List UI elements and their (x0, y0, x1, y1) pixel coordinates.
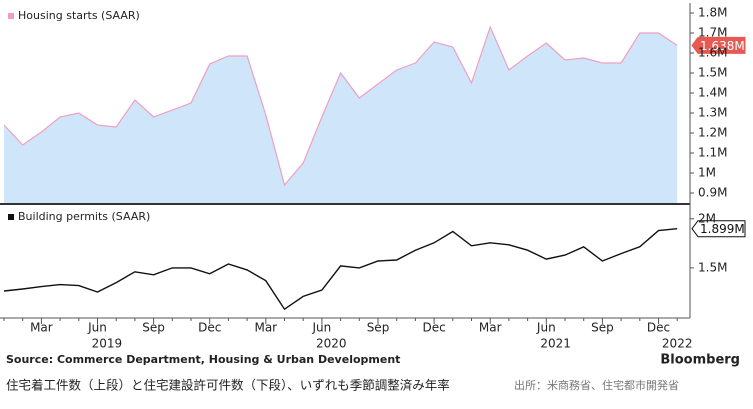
y-tick-label: 1.7M (698, 26, 727, 40)
legend-swatch (8, 13, 14, 19)
line (3, 25, 678, 187)
line (3, 228, 678, 311)
y-tick-label: 1.2M (698, 126, 727, 140)
area-fill (4, 27, 678, 203)
year-label: 2022 (662, 337, 693, 351)
x-tick-label: Jun (87, 321, 107, 335)
y-tick-label: 1.5M (698, 66, 727, 80)
brand: Bloomberg (660, 353, 740, 368)
y-tick-label: 1.8M (698, 6, 727, 20)
x-tick-label: Mar (30, 321, 53, 335)
x-tick-label: Dec (198, 321, 221, 335)
value-tag (691, 36, 746, 54)
value-tag (691, 220, 746, 238)
value-label: 1.899M (700, 222, 745, 236)
value-label: 1.638M (700, 39, 745, 53)
year-label: 2019 (92, 337, 123, 351)
x-tick-label: Dec (647, 321, 670, 335)
y-tick-label: 2M (698, 211, 716, 225)
legend-swatch (8, 214, 14, 220)
x-tick-label: Sep (591, 321, 614, 335)
x-tick-label: Sep (142, 321, 165, 335)
x-tick-label: Jun (536, 321, 556, 335)
source: Source: Commerce Department, Housing & U… (6, 353, 400, 366)
legend-label: Housing starts (SAAR) (18, 9, 140, 22)
legend-label: Building permits (SAAR) (18, 210, 150, 223)
x-tick-label: Sep (367, 321, 390, 335)
caption: 住宅着工件数（上段）と住宅建設許可件数（下段）、いずれも季節調整済み年率 (6, 378, 450, 393)
x-tick-label: Dec (422, 321, 445, 335)
y-tick-label: 1.1M (698, 146, 727, 160)
y-tick-label: 1.3M (698, 106, 727, 120)
caption-source: 出所：米商務省、住宅都市開発省 (514, 378, 679, 392)
y-tick-label: 0.9M (698, 186, 727, 200)
x-tick-label: Mar (479, 321, 502, 335)
x-tick-label: Mar (254, 321, 277, 335)
y-tick-label: 1.4M (698, 86, 727, 100)
year-label: 2020 (316, 337, 347, 351)
y-tick-label: 1.6M (698, 46, 727, 60)
x-tick-label: Jun (312, 321, 332, 335)
y-tick-label: 1M (698, 166, 716, 180)
year-label: 2021 (540, 337, 571, 351)
y-tick-label: 1.5M (698, 260, 727, 274)
